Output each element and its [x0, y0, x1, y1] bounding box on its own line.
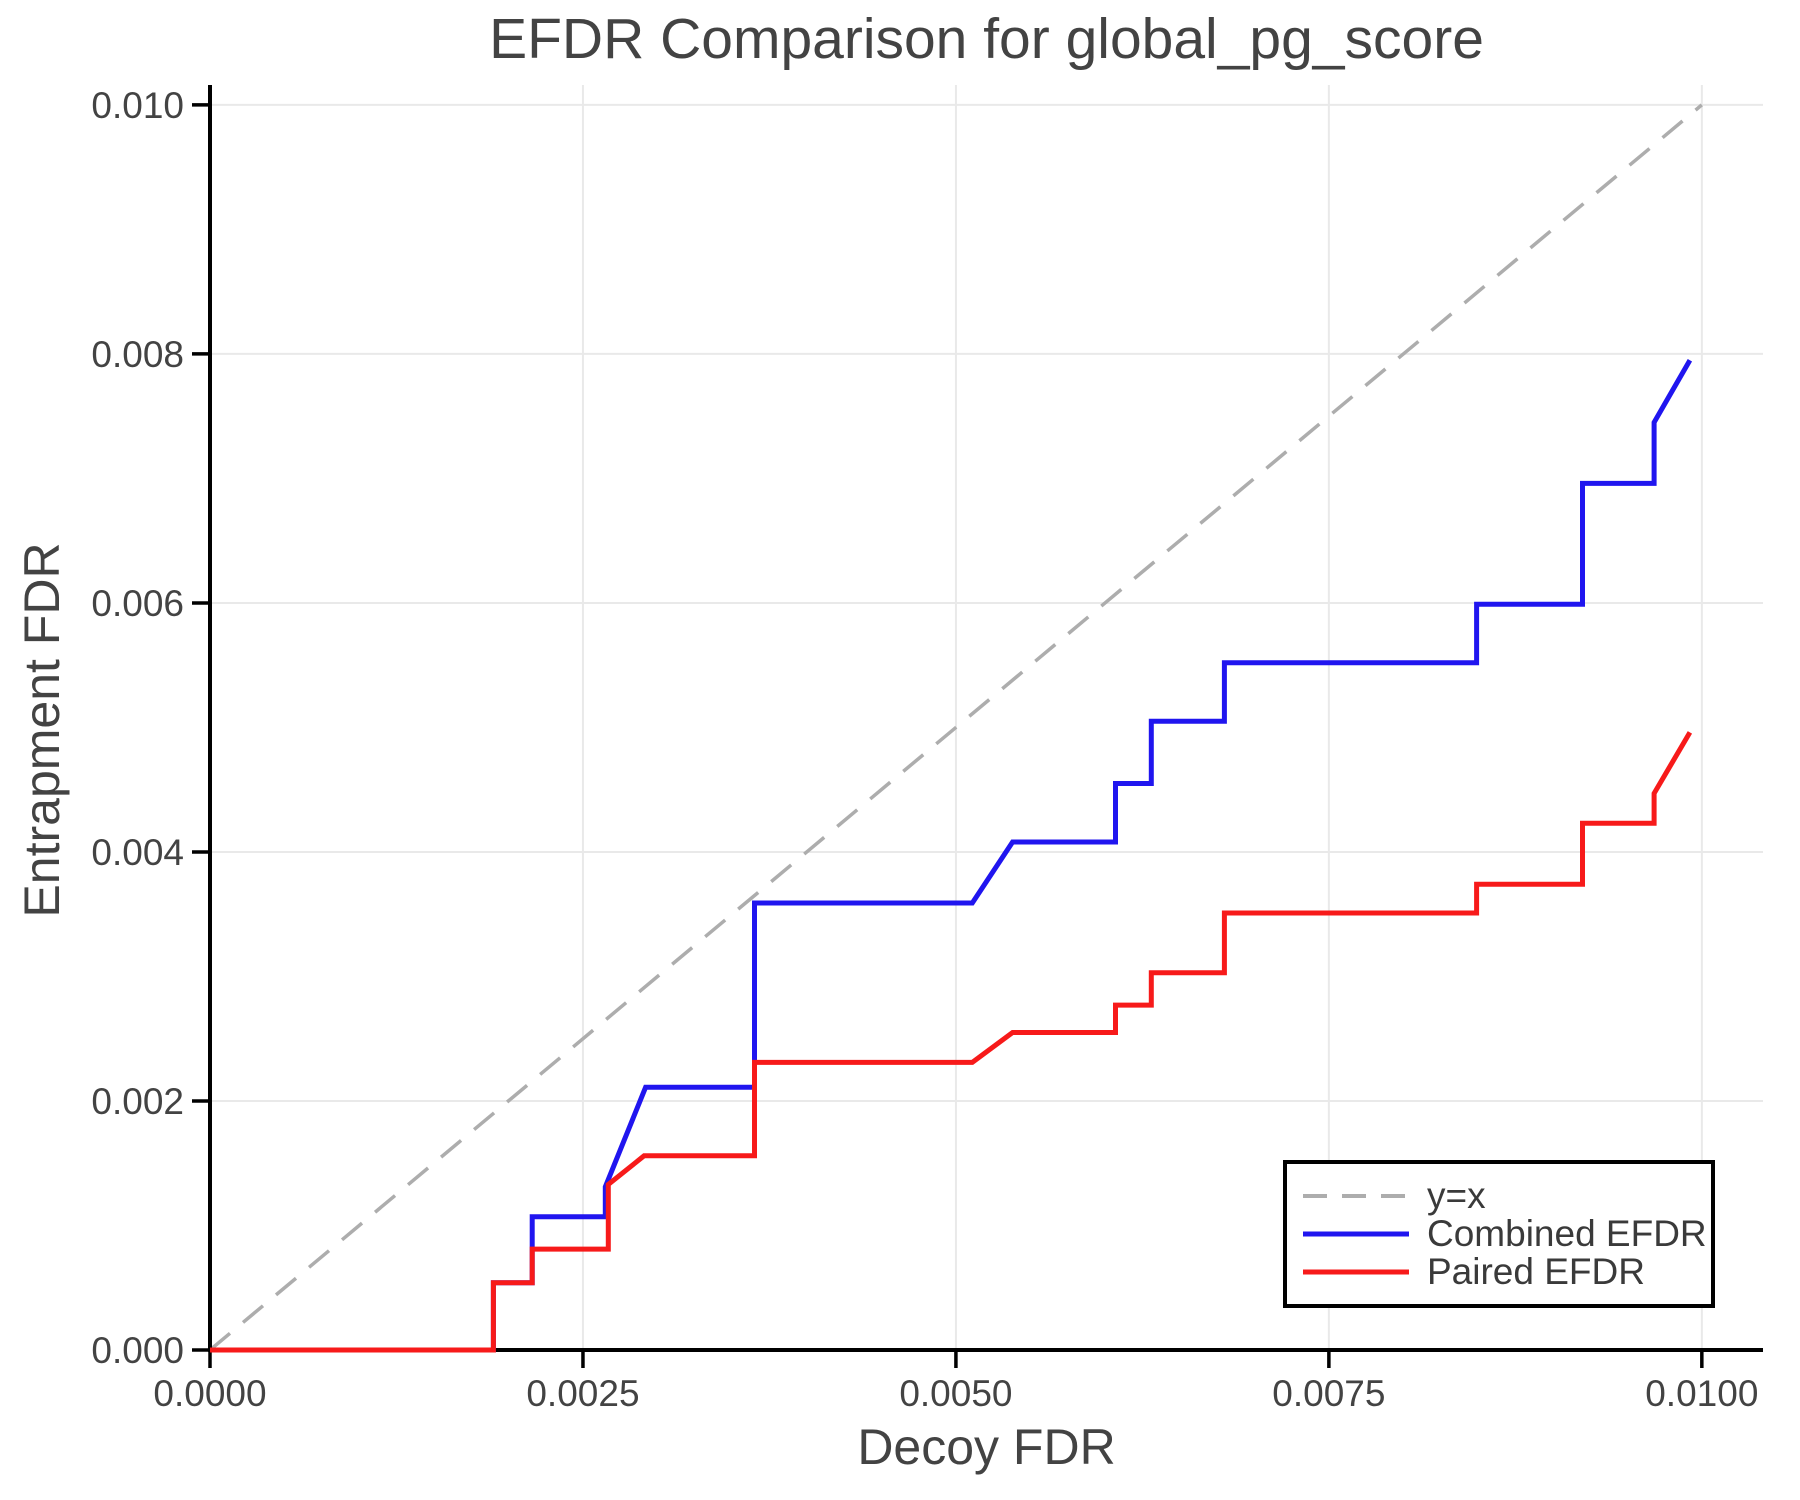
- legend-box: y=x Combined EFDR Paired EFDR: [1283, 1160, 1715, 1308]
- identity-line: [208, 103, 1703, 1352]
- legend-identity-label: y=x: [1427, 1175, 1486, 1216]
- series-line-paired-efdr: [210, 731, 1693, 1353]
- legend-paired-line-sample: [1303, 1269, 1409, 1275]
- tick-marks: [192, 103, 1704, 1368]
- x-tick-label: 0.0050: [899, 1373, 1012, 1414]
- y-tick-label: 0.006: [91, 583, 184, 624]
- series-line-combined-efdr: [210, 358, 1693, 1353]
- y-tick-label: 0.004: [91, 832, 184, 873]
- x-tick-label: 0.0075: [1272, 1373, 1385, 1414]
- x-tick-label: 0.0100: [1645, 1373, 1758, 1414]
- legend-paired-label: Paired EFDR: [1427, 1251, 1645, 1292]
- chart-title: EFDR Comparison for global_pg_score: [489, 7, 1484, 71]
- legend-combined-line-sample: [1303, 1231, 1409, 1237]
- legend-identity-line-sample: [1303, 1194, 1409, 1198]
- legend-item-combined-efdr: Combined EFDR: [1301, 1215, 1711, 1253]
- legend-item-identity: y=x: [1301, 1177, 1711, 1215]
- series-lines: [210, 358, 1693, 1353]
- y-tick-label: 0.002: [91, 1081, 184, 1122]
- legend-combined-label: Combined EFDR: [1427, 1213, 1707, 1254]
- legend-item-paired-efdr: Paired EFDR: [1301, 1253, 1711, 1291]
- y-tick-label: 0.010: [91, 85, 184, 126]
- series-line-identity: [208, 103, 1703, 1352]
- tick-labels: 0.0000 0.0025 0.0050 0.0075 0.0100 0.000 0.002…: [91, 85, 1758, 1414]
- y-tick-label: 0.008: [91, 334, 184, 375]
- y-tick-label: 0.000: [91, 1330, 184, 1371]
- x-axis-label: Decoy FDR: [857, 1419, 1116, 1475]
- x-tick-label: 0.0000: [153, 1373, 266, 1414]
- x-tick-label: 0.0025: [526, 1373, 639, 1414]
